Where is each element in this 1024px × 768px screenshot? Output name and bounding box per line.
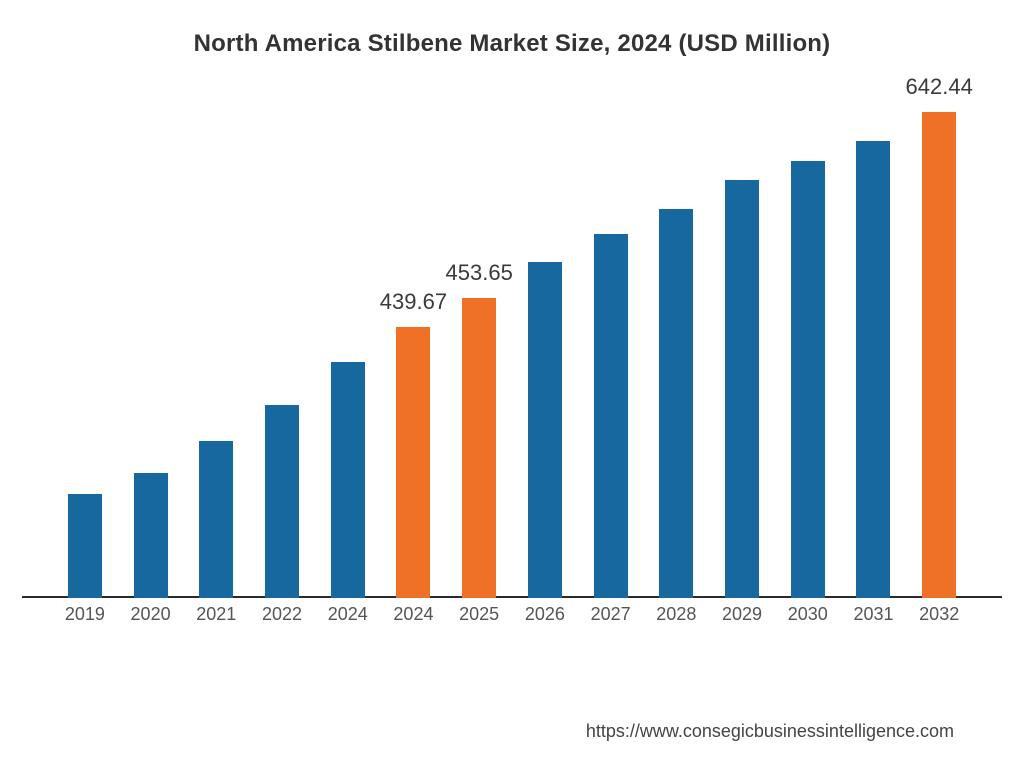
- chart-title: North America Stilbene Market Size, 2024…: [40, 30, 984, 58]
- x-axis-label: 2025: [446, 604, 512, 638]
- x-axis-label: 2028: [643, 604, 709, 638]
- source-url: https://www.consegicbusinessintelligence…: [586, 721, 954, 742]
- bar-slot: 439.67: [381, 98, 447, 598]
- bar-slot: [709, 98, 775, 598]
- bar: [396, 327, 430, 598]
- bar-slot: [315, 98, 381, 598]
- x-axis-label: 2032: [906, 604, 972, 638]
- x-axis-label: 2022: [249, 604, 315, 638]
- bars-row: 439.67453.65 642.44: [52, 98, 972, 598]
- bar-slot: [52, 98, 118, 598]
- bar-slot: [643, 98, 709, 598]
- bar: [528, 262, 562, 598]
- x-axis-label: 2024: [315, 604, 381, 638]
- bar: [791, 161, 825, 598]
- bar: [725, 180, 759, 598]
- bar-value-label: 642.44: [879, 74, 999, 100]
- bar-slot: [775, 98, 841, 598]
- x-axis-label: 2030: [775, 604, 841, 638]
- bar-slot: [249, 98, 315, 598]
- bar: [922, 112, 956, 598]
- bar: [659, 209, 693, 598]
- x-axis-label: 2019: [52, 604, 118, 638]
- bar-slot: [841, 98, 907, 598]
- bar: [68, 494, 102, 598]
- bar: [331, 362, 365, 598]
- bar-slot: [578, 98, 644, 598]
- bar-slot: 453.65: [446, 98, 512, 598]
- x-axis-label: 2029: [709, 604, 775, 638]
- bar: [462, 298, 496, 598]
- bar-slot: [118, 98, 184, 598]
- bar: [199, 441, 233, 598]
- plot-area: 439.67453.65642.44 201920202021202220242…: [52, 88, 972, 638]
- x-axis-labels: 2019202020212022202420242025202620272028…: [52, 604, 972, 638]
- x-axis-label: 2027: [578, 604, 644, 638]
- bar-slot: [183, 98, 249, 598]
- x-axis-label: 2031: [841, 604, 907, 638]
- bar: [856, 141, 890, 598]
- chart-container: North America Stilbene Market Size, 2024…: [0, 0, 1024, 768]
- x-axis-label: 2020: [118, 604, 184, 638]
- bar: [594, 234, 628, 598]
- bar-slot: [512, 98, 578, 598]
- bar: [265, 405, 299, 598]
- bar-slot: 642.44: [906, 98, 972, 598]
- x-axis-label: 2021: [183, 604, 249, 638]
- x-axis-label: 2024: [381, 604, 447, 638]
- bar: [134, 473, 168, 598]
- x-axis-label: 2026: [512, 604, 578, 638]
